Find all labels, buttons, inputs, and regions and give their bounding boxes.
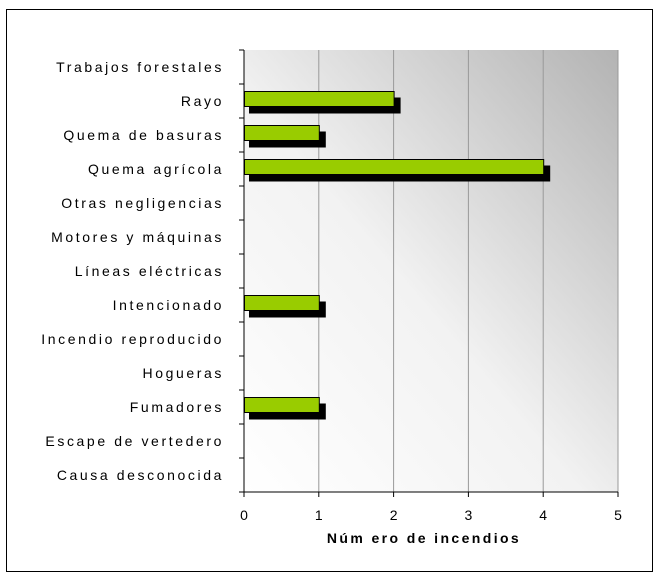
category-label: Motores y máquinas [51,229,224,245]
category-label: Quema agrícola [88,161,224,177]
category-label: Incendio reproducido [41,331,224,347]
plot-area [244,50,618,492]
category-label: Trabajos forestales [56,59,224,75]
category-label: Causa desconocida [57,467,224,483]
bar [244,295,320,311]
x-tick-label: 4 [539,507,547,523]
bar [244,91,395,107]
x-tick-label: 0 [240,507,248,523]
x-axis-title: Núm ero de incendios [327,530,521,546]
x-tick-label: 2 [390,507,398,523]
bar [244,125,320,141]
x-tick-label: 3 [465,507,473,523]
bar [244,397,320,413]
category-label: Quema de basuras [63,127,224,143]
category-label: Fumadores [130,399,224,415]
category-label: Otras negligencias [61,195,224,211]
category-label: Líneas eléctricas [75,263,224,279]
category-label: Rayo [181,93,224,109]
x-tick-label: 5 [614,507,622,523]
category-label: Escape de vertedero [45,433,224,449]
category-label: Intencionado [113,297,224,313]
category-label: Hogueras [142,365,224,381]
bar [244,159,545,175]
x-tick-label: 1 [315,507,323,523]
